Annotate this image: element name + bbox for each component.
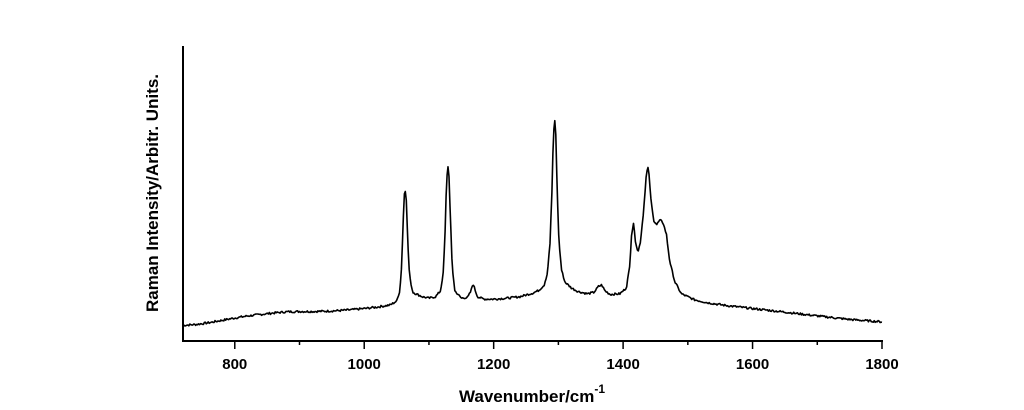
y-axis-title: Raman Intensity/Arbitr. Units. — [143, 74, 162, 312]
x-tick-label: 800 — [222, 356, 247, 373]
x-tick-label: 1600 — [736, 356, 769, 373]
x-tick-label: 1400 — [606, 356, 639, 373]
x-ticks: 800 1000 1200 1400 1600 1800 — [222, 341, 899, 373]
axes — [182, 46, 883, 342]
x-tick-label: 1200 — [477, 356, 510, 373]
spectrum-line — [182, 119, 883, 327]
x-tick-label: 1000 — [348, 356, 381, 373]
x-axis-title-superscript: -1 — [594, 382, 605, 396]
x-axis-title: Wavenumber/cm-1 — [459, 382, 605, 406]
plot-area — [182, 119, 883, 327]
x-axis-title-main: Wavenumber/cm — [459, 387, 594, 406]
x-tick-label: 1800 — [865, 356, 898, 373]
